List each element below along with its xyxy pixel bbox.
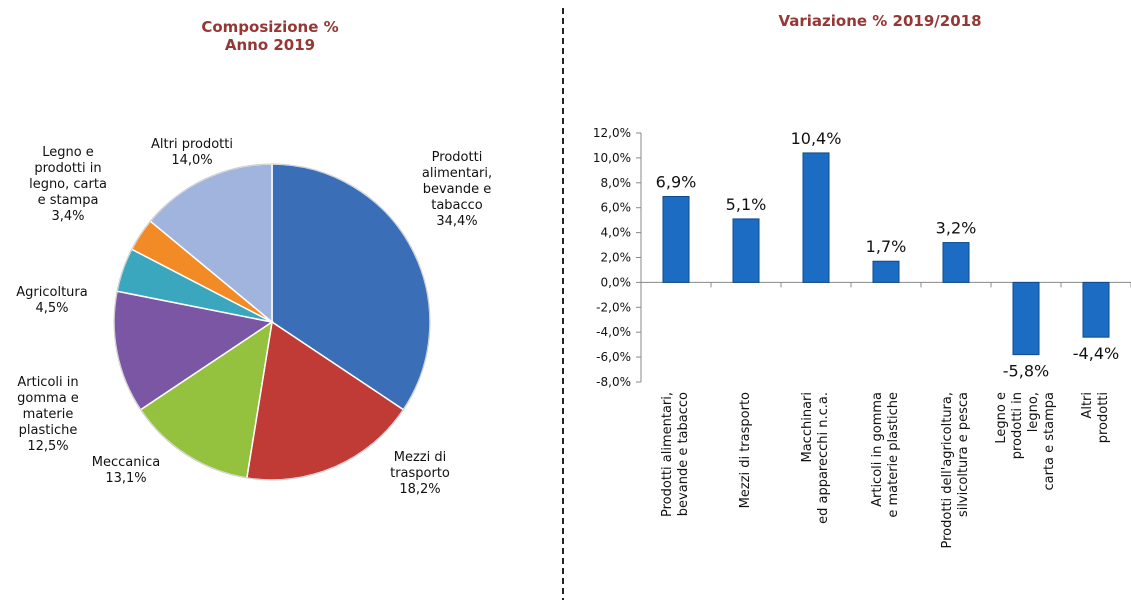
value-label: -5,8% bbox=[1003, 362, 1049, 381]
bar bbox=[942, 242, 970, 283]
slice-value: 4,5% bbox=[35, 301, 69, 316]
y-tick-label: -8,0% bbox=[596, 375, 631, 389]
pie-label: Mezzi di trasporto 18,2% bbox=[350, 450, 490, 498]
pie-slice bbox=[245, 320, 405, 481]
bar bbox=[732, 218, 760, 283]
value-label: 1,7% bbox=[866, 237, 907, 256]
pie-label: Meccanica 13,1% bbox=[56, 455, 196, 487]
y-tick-label: -4,0% bbox=[596, 325, 631, 339]
pie-label: Prodotti alimentari, bevande e tabacco 34… bbox=[387, 150, 527, 230]
y-tick-label: 4,0% bbox=[601, 226, 632, 240]
pie-label: Agricoltura 4,5% bbox=[0, 285, 122, 317]
value-label: 3,2% bbox=[936, 219, 977, 238]
slice-value: 14,0% bbox=[171, 153, 213, 168]
y-tick-label: 2,0% bbox=[601, 251, 632, 265]
slice-value: 3,4% bbox=[51, 209, 85, 224]
pie-slice bbox=[149, 163, 273, 324]
y-tick-label: 6,0% bbox=[601, 201, 632, 215]
pie-label: Articoli in gomma e materie plastiche 12,… bbox=[0, 375, 118, 455]
bar bbox=[802, 152, 830, 283]
slice-value: 34,4% bbox=[436, 214, 478, 229]
value-label: 6,9% bbox=[656, 172, 697, 191]
bar-title: Variazione % 2019/2018 bbox=[778, 12, 982, 30]
value-label: -4,4% bbox=[1073, 344, 1119, 363]
y-tick-label: 0,0% bbox=[601, 275, 632, 289]
bar bbox=[1012, 281, 1040, 356]
slice-name: Articoli in gomma e materie plastiche bbox=[17, 375, 79, 438]
slice-value: 13,1% bbox=[105, 471, 147, 486]
y-tick-label: 8,0% bbox=[601, 176, 632, 190]
x-tick-label: Altri prodotti bbox=[1080, 391, 1111, 444]
x-tick-label: Prodotti dell'agricoltura, silvicoltura … bbox=[940, 392, 971, 549]
pie-title: Composizione % Anno 2019 bbox=[201, 18, 339, 54]
y-tick-label: -6,0% bbox=[596, 350, 631, 364]
bar bbox=[662, 195, 690, 283]
value-label: 5,1% bbox=[726, 195, 767, 214]
x-tick-label: Macchinari ed apparecchi n.c.a. bbox=[800, 392, 831, 524]
x-tick-label: Prodotti alimentari, bevande e tabacco bbox=[660, 392, 691, 518]
slice-name: Legno e prodotti in legno, carta e stamp… bbox=[29, 145, 107, 208]
bar bbox=[872, 260, 900, 283]
slice-value: 12,5% bbox=[27, 439, 69, 454]
x-tick-label: Legno e prodotti in legno, carta e stamp… bbox=[994, 392, 1057, 491]
pie-slice bbox=[139, 320, 274, 479]
slice-name: Mezzi di trasporto bbox=[390, 450, 450, 481]
slice-value: 18,2% bbox=[399, 482, 441, 497]
slice-name: Meccanica bbox=[91, 455, 161, 470]
value-label: 10,4% bbox=[791, 129, 842, 148]
pie-label: Altri prodotti 14,0% bbox=[122, 137, 262, 169]
slice-name: Altri prodotti bbox=[151, 137, 233, 152]
y-tick-label: 10,0% bbox=[593, 151, 631, 165]
x-tick-label: Mezzi di trasporto bbox=[738, 392, 753, 509]
x-tick-label: Articoli in gomma e materie plastiche bbox=[870, 392, 901, 518]
bar bbox=[1082, 281, 1110, 338]
slice-name: Prodotti alimentari, bevande e tabacco bbox=[421, 150, 493, 213]
slice-name: Agricoltura bbox=[16, 285, 88, 300]
pie-slice bbox=[113, 290, 274, 411]
y-tick-label: -2,0% bbox=[596, 300, 631, 314]
pie-shade bbox=[113, 163, 431, 481]
y-tick-label: 12,0% bbox=[593, 126, 631, 140]
pie-label: Legno e prodotti in legno, carta e stamp… bbox=[0, 145, 138, 225]
